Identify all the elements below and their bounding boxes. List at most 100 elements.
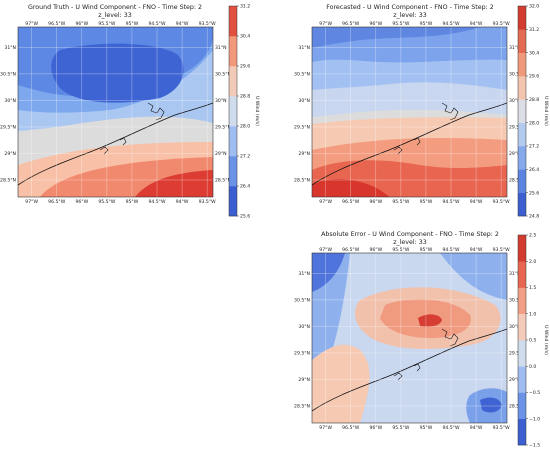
x-tick-label-top: 96°W [369,247,382,253]
colorbar-segment [518,418,526,446]
x-tick-label-top: 96.5°W [342,247,360,253]
y-tick-label-right: 31°N [509,45,521,51]
x-tick-label: 96.5°W [342,425,360,431]
x-tick-label: 94°W [470,199,483,205]
x-tick-label-top: 97°W [319,21,332,27]
colorbar-tick-label: 28.0 [529,120,539,126]
coastline [18,102,213,186]
axes-frame [17,26,214,198]
colorbar-segment [518,287,526,315]
coastline [312,102,507,186]
heatmap-field [312,27,507,197]
colorbar-tick-label: 31.2 [529,27,539,33]
y-tick-label: 29.5°N [294,351,310,357]
x-tick-label: 95°W [420,425,433,431]
colorbar-label: U Wind (m/s) [543,96,549,126]
colorbar-tick-label: 24.8 [529,214,539,220]
chart-subtitle: z_level: 33 [98,12,132,19]
heatmap-zone [418,314,442,327]
y-tick-label: 31°N [4,45,16,51]
colorbar-tick-label: 2.5 [529,233,536,239]
axis-ticks: 97°W 97°W 96.5°W 96.5°W 96°W 96°W 95.5°W 95.5°W… [0,21,231,205]
x-tick-label: 95.5°W [98,199,116,205]
heatmap-zone [135,170,213,197]
chart-title: Ground Truth - U Wind Component - FNO - … [28,4,202,11]
y-tick-label-right: 29.5°N [509,351,525,357]
y-tick-label-right: 30.5°N [509,298,525,304]
heatmap-zone [480,397,502,413]
x-tick-label-top: 95°W [420,21,433,27]
x-tick-label: 94°W [470,425,483,431]
heatmap-zone [312,253,345,292]
colorbar-tick-label: 1.5 [529,285,536,291]
x-tick-label: 94.5°W [148,199,166,205]
colorbar-tick-label: 26.4 [529,167,539,173]
y-tick-label: 30.5°N [294,72,310,78]
bay-outline [99,102,165,155]
axis-ticks: 97°W 97°W 96.5°W 96.5°W 96°W 96°W 95.5°W 95.5°W… [294,247,525,431]
y-tick-label: 29°N [298,151,310,157]
heatmap-field [312,253,507,423]
axis-ticks: 97°W 97°W 96.5°W 96.5°W 96°W 96°W 95.5°W 95.5°W… [294,21,525,205]
colorbar-segment [518,313,526,341]
colorbar-segment [518,29,526,53]
x-tick-label: 96°W [75,199,88,205]
colorbar-tick-label: −1.0 [529,416,540,422]
x-tick-label-top: 94.5°W [442,21,460,27]
colorbar-tick-label: 29.6 [240,64,250,70]
colorbar-tick-label: 26.4 [240,184,250,190]
y-tick-label: 28.5°N [294,178,310,184]
colorbar-segment [518,6,526,30]
colorbar-segment [229,126,237,157]
y-tick-label: 30°N [298,98,310,104]
axes-frame [311,252,508,424]
colorbar-tick-label: 2.0 [529,259,536,265]
x-tick-label-top: 93.5°W [493,247,511,253]
y-tick-label-right: 30.5°N [215,72,231,78]
colorbar-segment [518,52,526,77]
x-tick-label: 93.5°W [493,425,511,431]
y-tick-label-right: 29°N [509,377,521,383]
colorbar-segment [518,146,526,170]
x-tick-label: 95.5°W [392,199,410,205]
x-tick-label: 94.5°W [442,199,460,205]
y-tick-label: 30.5°N [0,72,16,78]
colorbar-tick-label: 25.6 [529,190,539,196]
x-tick-label-top: 95.5°W [392,21,410,27]
x-tick-label-top: 96°W [369,21,382,27]
colorbar-segment [229,66,237,97]
x-tick-label: 96°W [369,199,382,205]
x-tick-label: 96.5°W [342,199,360,205]
y-tick-label-right: 30°N [509,98,521,104]
y-tick-label-right: 31°N [215,45,227,51]
x-tick-label-top: 95°W [420,247,433,253]
x-tick-label-top: 94.5°W [442,247,460,253]
bay-outline [393,328,459,381]
heatmap-field [18,27,213,197]
x-tick-label: 97°W [319,425,332,431]
gridlines [312,27,507,197]
y-tick-label-right: 29.5°N [215,125,231,131]
colorbar-label: U Wind (m/s) [543,325,549,355]
colorbar: −1.5 −1.0 −0.5 0.0 0.5 1.0 1.5 2.0 2.5 U Wind (m/… [517,233,549,449]
y-tick-label-right: 28.5°N [509,178,525,184]
colorbar: 25.6 26.4 27.2 28.0 28.8 29.6 30.4 31.2 U Wind (… [228,4,260,220]
colorbar-segment [518,235,526,262]
x-tick-label: 95°W [126,199,139,205]
panel-ground-truth: Ground Truth - U Wind Component - FNO - … [0,4,260,220]
x-tick-label-top: 96.5°W [342,21,360,27]
x-tick-label-top: 96.5°W [48,21,66,27]
y-tick-label: 31°N [298,271,310,277]
x-tick-label: 93.5°W [199,199,217,205]
x-tick-label-top: 94°W [470,21,483,27]
colorbar-tick-label: 27.2 [529,144,539,150]
colorbar-tick-label: 30.4 [529,50,539,56]
colorbar-tick-label: 28.8 [529,97,539,103]
x-tick-label: 94°W [176,199,189,205]
colorbar-tick-label: 29.6 [529,74,539,80]
x-tick-label-top: 94.5°W [148,21,166,27]
colorbar-tick-label: 27.2 [240,154,250,160]
panel-absolute-error: Absolute Error - U Wind Component - FNO … [294,231,549,449]
colorbar-segment [518,169,526,193]
